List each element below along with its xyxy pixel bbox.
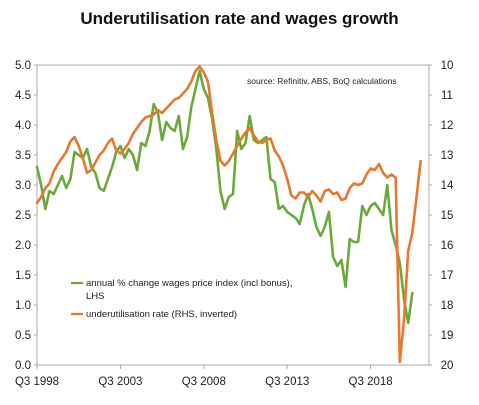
series-line-wages [35, 69, 414, 325]
legend-label-underutilisation: underutilisation rate (RHS, inverted) [86, 309, 237, 320]
y-left-tick-label: 2.0 [15, 240, 31, 252]
legend: annual % change wages price index (incl … [71, 278, 293, 320]
x-axis: Q3 1998 Q3 2003 Q3 2008 Q3 2013 Q3 2018 [15, 365, 393, 388]
y-left-tick-label: 4.5 [15, 90, 31, 102]
y-left-tick-label: 2.5 [15, 210, 31, 222]
plot-area-frame [36, 64, 430, 366]
legend-label-wages-line2: LHS [86, 291, 104, 302]
source-note: source: Refinitiv, ABS, BoQ calculations [247, 76, 397, 86]
y-left-tick-label: 1.5 [15, 270, 31, 282]
y-right-tick-label: 14 [441, 180, 454, 192]
y-left-tick-label: 1.0 [15, 300, 31, 312]
y-right-tick-label: 12 [441, 120, 454, 132]
chart-title: Underutilisation rate and wages growth [80, 9, 399, 28]
y-right-tick-label: 20 [441, 360, 454, 372]
y-left-tick-label: 5.0 [15, 60, 31, 72]
y-right-tick-label: 10 [441, 60, 454, 72]
x-tick-label: Q3 2013 [265, 376, 309, 388]
y-right-tick-label: 17 [441, 270, 454, 282]
x-tick-label: Q3 2008 [182, 376, 226, 388]
y-axis-left: 0.0 0.5 1.0 1.5 2.0 2.5 3.0 3.5 4.0 4.5 5.0 [15, 60, 37, 372]
y-left-tick-label: 0.5 [15, 330, 31, 342]
y-right-tick-label: 19 [441, 330, 454, 342]
y-left-tick-label: 3.5 [15, 150, 31, 162]
series-line-underutilisation [35, 65, 422, 364]
y-axis-right: 10 11 12 13 14 15 16 17 18 19 20 [429, 60, 454, 372]
y-right-tick-label: 11 [441, 90, 453, 102]
series-layer [35, 65, 422, 364]
legend-label-wages-line1: annual % change wages price index (incl … [86, 278, 293, 289]
x-tick-label: Q3 2003 [98, 376, 142, 388]
y-right-tick-label: 15 [441, 210, 454, 222]
x-tick-label: Q3 1998 [15, 376, 59, 388]
y-left-tick-label: 0.0 [15, 360, 31, 372]
x-tick-label: Q3 2018 [349, 376, 393, 388]
y-left-tick-label: 4.0 [15, 120, 31, 132]
y-left-tick-label: 3.0 [15, 180, 31, 192]
y-right-tick-label: 13 [441, 150, 454, 162]
y-right-tick-label: 18 [441, 300, 454, 312]
y-right-tick-label: 16 [441, 240, 454, 252]
